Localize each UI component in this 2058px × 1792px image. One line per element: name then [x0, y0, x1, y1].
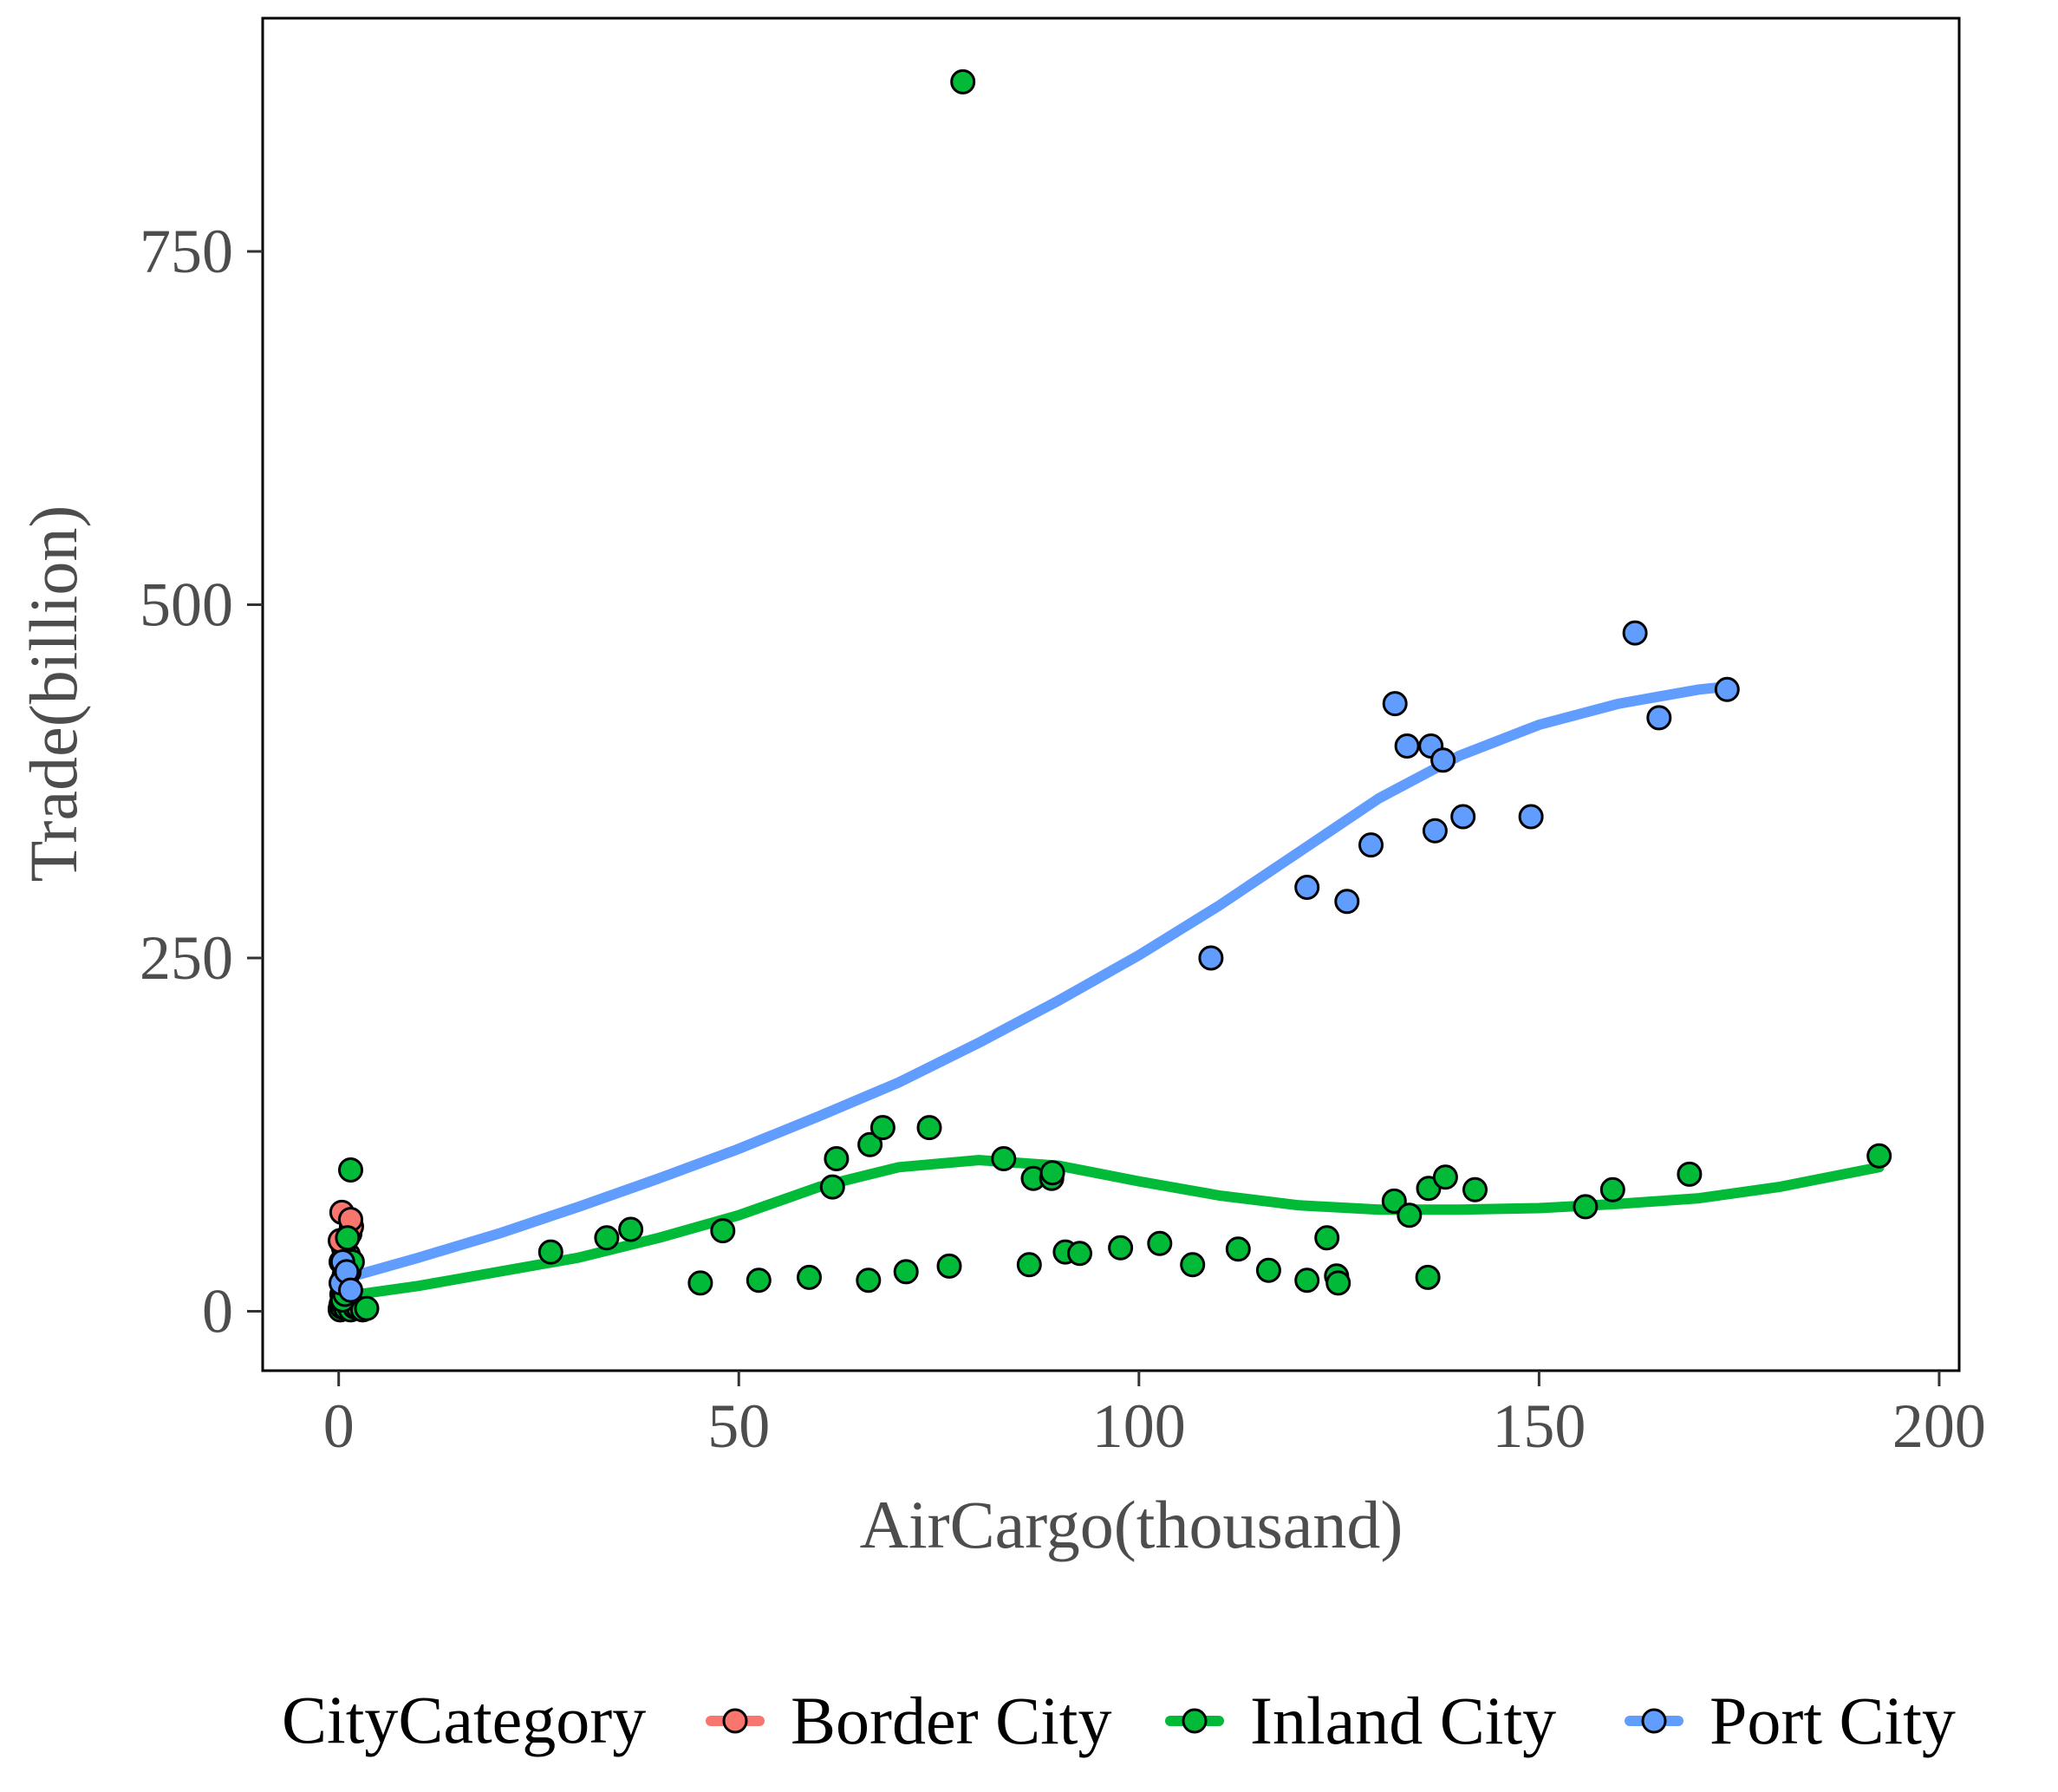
data-point-inland-city: [1016, 1252, 1042, 1278]
axes: 0 50 100 150 200 0 250 500 750: [140, 217, 1986, 1461]
data-point-inland-city: [991, 1146, 1017, 1171]
data-point-port-city: [1518, 804, 1544, 830]
data-point-port-city: [1358, 832, 1384, 858]
data-point-port-city: [1394, 733, 1420, 759]
data-point-port-city: [338, 1277, 363, 1303]
data-point-inland-city: [1397, 1202, 1423, 1228]
data-point-port-city: [1334, 889, 1360, 915]
legend-key-point-port-city: [1641, 1708, 1667, 1734]
data-point-inland-city: [335, 1225, 361, 1251]
smooth-line-port-city: [333, 681, 1733, 1286]
data-point-inland-city: [1294, 1267, 1320, 1293]
data-point-inland-city: [1180, 1252, 1206, 1278]
data-point-inland-city: [1866, 1143, 1892, 1169]
x-tick-label: 50: [707, 1391, 770, 1461]
legend-key-point-border-city: [722, 1708, 748, 1734]
data-point-inland-city: [1067, 1241, 1092, 1267]
data-point-inland-city: [710, 1218, 736, 1244]
legend-title: CityCategory: [282, 1682, 646, 1757]
data-point-inland-city: [797, 1264, 822, 1290]
data-point-port-city: [1646, 705, 1672, 731]
legend: CityCategory Border City Inland City Port …: [282, 1682, 1956, 1758]
legend-label-border-city: Border City: [791, 1683, 1111, 1758]
data-point-inland-city: [1147, 1230, 1173, 1256]
data-point-inland-city: [857, 1131, 883, 1157]
y-tick-label: 500: [140, 570, 233, 639]
data-point-inland-city: [819, 1174, 845, 1200]
data-point-port-city: [1450, 804, 1476, 830]
data-point-inland-city: [1677, 1161, 1703, 1187]
data-point-inland-city: [1432, 1164, 1458, 1190]
data-point-inland-city: [1039, 1160, 1065, 1186]
data-point-inland-city: [824, 1146, 850, 1171]
smooth-line-inland-city: [333, 1155, 1885, 1303]
legend-label-port-city: Port City: [1710, 1683, 1956, 1758]
data-point-port-city: [1294, 875, 1320, 900]
data-point-port-city: [1622, 620, 1648, 646]
data-point-inland-city: [869, 1115, 895, 1141]
x-tick-label: 100: [1092, 1391, 1186, 1461]
data-point-inland-city: [893, 1259, 919, 1285]
x-tick-label: 0: [323, 1391, 355, 1461]
x-tick-label: 200: [1892, 1391, 1986, 1461]
data-point-inland-city: [354, 1295, 380, 1321]
x-tick-label: 150: [1492, 1391, 1586, 1461]
data-point-inland-city: [1415, 1264, 1441, 1290]
data-point-inland-city: [1381, 1188, 1407, 1214]
plot-panel-border: [261, 16, 1961, 1372]
data-point-inland-city: [687, 1270, 713, 1296]
data-point-inland-city: [618, 1216, 644, 1242]
data-point-inland-city: [1314, 1225, 1340, 1251]
data-point-port-city: [1714, 676, 1740, 702]
data-point-inland-city: [1108, 1235, 1134, 1261]
x-axis-title: AirCargo(thousand): [860, 1487, 1403, 1562]
data-point-port-city: [1382, 691, 1408, 717]
data-point-inland-city: [856, 1267, 882, 1293]
data-point-port-city: [1430, 747, 1456, 773]
data-point-inland-city: [1325, 1270, 1351, 1296]
y-tick-label: 750: [140, 217, 233, 286]
data-point-inland-city: [936, 1253, 962, 1279]
data-point-inland-city: [746, 1267, 772, 1293]
y-tick-label: 250: [140, 923, 233, 993]
scatter-points: [328, 68, 1892, 1323]
y-axis-title: Trade(billion): [16, 505, 91, 883]
legend-label-inland-city: Inland City: [1250, 1683, 1556, 1758]
data-point-inland-city: [1462, 1176, 1488, 1202]
data-point-inland-city: [950, 68, 976, 94]
legend-key-point-inland-city: [1182, 1708, 1208, 1734]
data-point-inland-city: [916, 1115, 942, 1141]
data-point-inland-city: [338, 1157, 363, 1183]
data-point-inland-city: [1599, 1176, 1625, 1202]
data-point-inland-city: [537, 1239, 563, 1265]
y-tick-label: 0: [202, 1277, 233, 1346]
data-point-inland-city: [1573, 1194, 1599, 1220]
data-point-inland-city: [1255, 1257, 1281, 1283]
data-point-port-city: [1198, 945, 1224, 971]
data-point-port-city: [1422, 818, 1448, 844]
data-point-inland-city: [1225, 1236, 1251, 1262]
data-point-inland-city: [594, 1225, 620, 1251]
